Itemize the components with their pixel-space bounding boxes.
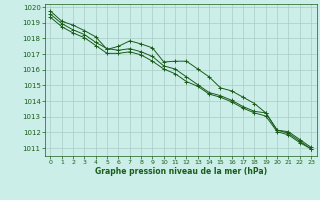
X-axis label: Graphe pression niveau de la mer (hPa): Graphe pression niveau de la mer (hPa)	[95, 167, 267, 176]
